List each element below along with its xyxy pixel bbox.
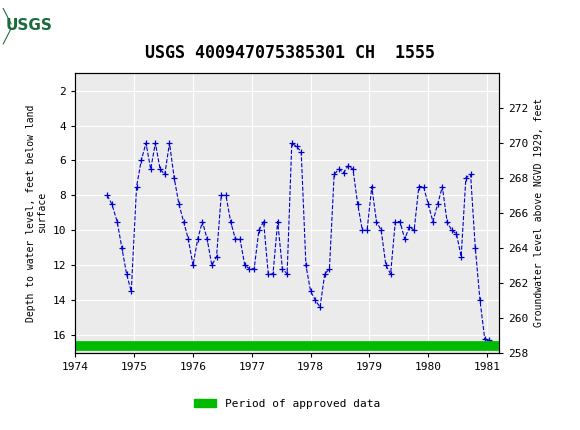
Y-axis label: Groundwater level above NGVD 1929, feet: Groundwater level above NGVD 1929, feet	[534, 98, 543, 327]
Text: ╱: ╱	[3, 28, 11, 44]
Y-axis label: Depth to water level, feet below land
surface: Depth to water level, feet below land su…	[26, 104, 48, 322]
FancyBboxPatch shape	[3, 5, 55, 46]
Text: ╲: ╲	[3, 8, 11, 24]
Text: USGS 400947075385301 CH  1555: USGS 400947075385301 CH 1555	[145, 44, 435, 62]
Legend: Period of approved data: Period of approved data	[190, 394, 385, 413]
Text: USGS: USGS	[6, 18, 52, 33]
